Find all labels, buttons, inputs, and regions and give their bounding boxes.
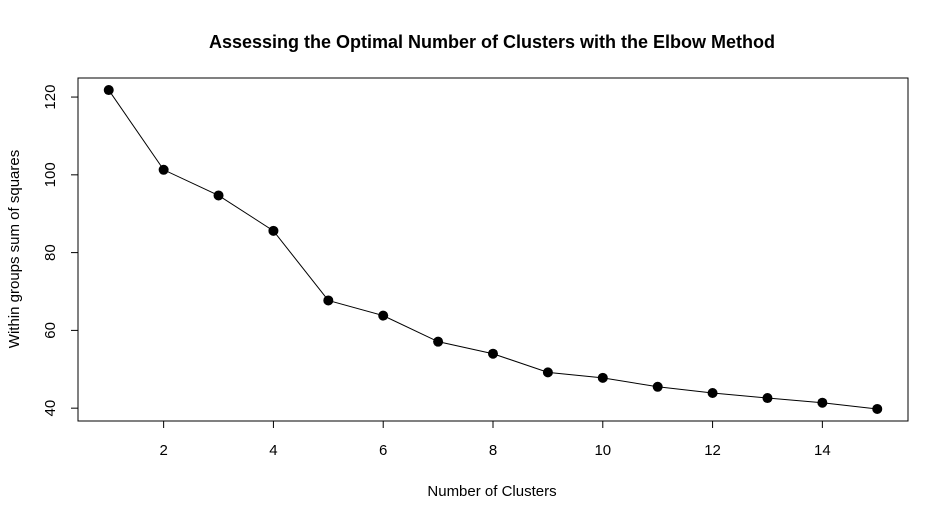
y-tick-label: 120 (42, 85, 59, 110)
data-point (213, 190, 224, 201)
data-point (817, 397, 828, 408)
y-tick-label: 80 (42, 244, 59, 261)
y-axis: 40 60 80 100 120 (42, 85, 78, 417)
y-tick-label: 60 (42, 322, 59, 339)
data-point (652, 381, 663, 392)
x-tick-label: 6 (379, 442, 387, 459)
plot-frame (77, 77, 909, 422)
chart-title: Assessing the Optimal Number of Clusters… (209, 32, 775, 52)
x-tick-label: 8 (489, 442, 497, 459)
x-tick-label: 10 (594, 442, 611, 459)
data-point (542, 367, 553, 378)
data-point (488, 348, 498, 359)
x-axis: 2 4 6 8 10 12 14 (159, 421, 831, 459)
data-point (268, 225, 279, 236)
x-tick-label: 4 (269, 442, 277, 459)
y-tick-label: 40 (42, 400, 59, 417)
data-point (872, 403, 883, 414)
x-axis-label: Number of Clusters (427, 483, 556, 500)
y-tick-label: 100 (42, 162, 59, 187)
series (103, 85, 883, 414)
x-tick-label: 12 (704, 442, 721, 459)
data-point (433, 336, 444, 347)
data-point (323, 295, 334, 306)
series-line (108, 89, 878, 410)
data-point (597, 372, 608, 383)
x-tick-label: 14 (814, 442, 831, 459)
data-point (103, 85, 114, 96)
x-tick-label: 2 (159, 442, 167, 459)
y-axis-label: Within groups sum of squares (6, 150, 23, 348)
data-point (762, 393, 773, 404)
data-point (378, 310, 389, 321)
data-point (707, 388, 718, 398)
data-point (158, 164, 169, 175)
